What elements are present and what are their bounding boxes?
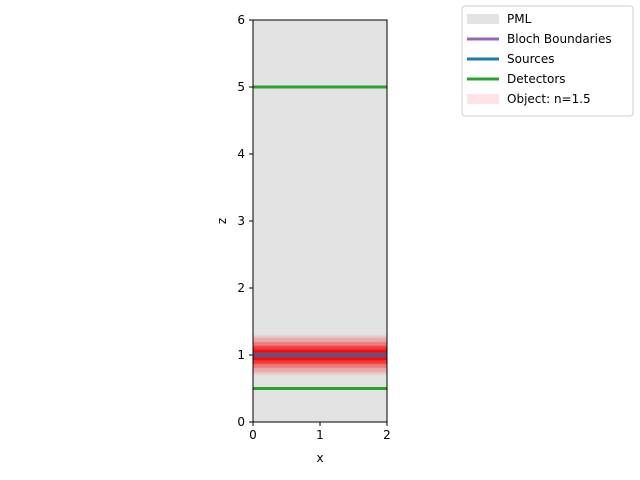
- x-tick-label: 1: [316, 428, 324, 442]
- x-tick-label: 2: [383, 428, 391, 442]
- y-tick-label: 2: [237, 281, 245, 295]
- x-tick-label: 0: [249, 428, 257, 442]
- y-tick-label: 0: [237, 415, 245, 429]
- y-axis-label: z: [215, 218, 229, 224]
- y-tick-label: 5: [237, 80, 245, 94]
- x-axis-label: x: [316, 451, 323, 465]
- y-tick-label: 6: [237, 13, 245, 27]
- plot-area: [253, 20, 387, 422]
- legend-swatch: [467, 94, 499, 104]
- legend-label: Bloch Boundaries: [507, 32, 612, 46]
- legend: PML Bloch Boundaries Sources Detectors Objec…: [461, 5, 634, 117]
- y-tick-label: 1: [237, 348, 245, 362]
- legend-label: Detectors: [507, 72, 566, 86]
- y-tick-label: 4: [237, 147, 245, 161]
- legend-label: Sources: [507, 52, 554, 66]
- legend-label: PML: [507, 12, 532, 26]
- legend-swatch: [467, 14, 499, 24]
- y-ticks: 0 1 2 3 4 5 6: [237, 13, 253, 429]
- legend-label: Object: n=1.5: [507, 92, 591, 106]
- x-ticks: 0 1 2: [249, 422, 391, 442]
- legend-frame: [461, 5, 634, 117]
- legend-items: PML Bloch Boundaries Sources Detectors Objec…: [467, 12, 612, 106]
- y-tick-label: 3: [237, 214, 245, 228]
- detector-lines: [253, 85, 387, 390]
